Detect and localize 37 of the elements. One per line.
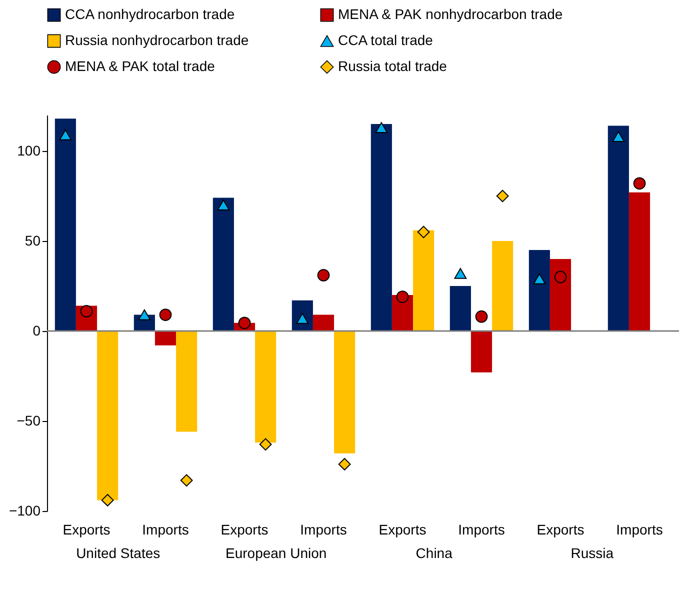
bar bbox=[176, 331, 198, 432]
bar bbox=[492, 241, 514, 331]
bar bbox=[370, 124, 392, 331]
legend-label: MENA & PAK total trade bbox=[65, 58, 216, 74]
legend-label: Russia total trade bbox=[338, 58, 448, 74]
bar bbox=[154, 331, 176, 346]
bar bbox=[628, 192, 650, 331]
legend-label: CCA total trade bbox=[338, 32, 434, 48]
bar bbox=[212, 198, 234, 331]
x-tick-label: Exports bbox=[536, 522, 584, 538]
x-tick-label: Imports bbox=[300, 522, 347, 538]
x-tick-label: Imports bbox=[142, 522, 189, 538]
legend-label: Russia nonhydrocarbon trade bbox=[65, 32, 249, 48]
bar bbox=[312, 314, 334, 331]
text: Russia bbox=[570, 545, 614, 561]
text: China bbox=[416, 545, 453, 561]
x-tick-label: Exports bbox=[62, 522, 110, 538]
bar bbox=[470, 331, 492, 372]
y-tick-label: 0 bbox=[32, 322, 41, 338]
legend-label: MENA & PAK nonhydrocarbon trade bbox=[338, 6, 563, 22]
bar bbox=[334, 331, 356, 454]
x-tick-label: Imports bbox=[458, 522, 505, 538]
y-tick-label: 50 bbox=[24, 232, 41, 248]
x-tick-label: Imports bbox=[616, 522, 663, 538]
y-tick-label: −100 bbox=[8, 502, 41, 518]
text: United States bbox=[76, 545, 160, 561]
y-tick-label: −50 bbox=[16, 412, 41, 428]
y-tick-label: 100 bbox=[17, 142, 41, 158]
bar bbox=[450, 286, 471, 331]
bar bbox=[550, 259, 572, 331]
text: European Union bbox=[226, 545, 327, 561]
x-tick-label: Exports bbox=[378, 522, 426, 538]
bar bbox=[608, 126, 629, 331]
bar bbox=[528, 250, 550, 331]
x-tick-label: Exports bbox=[220, 522, 268, 538]
legend-label: CCA nonhydrocarbon trade bbox=[65, 6, 235, 22]
bar bbox=[54, 118, 76, 331]
